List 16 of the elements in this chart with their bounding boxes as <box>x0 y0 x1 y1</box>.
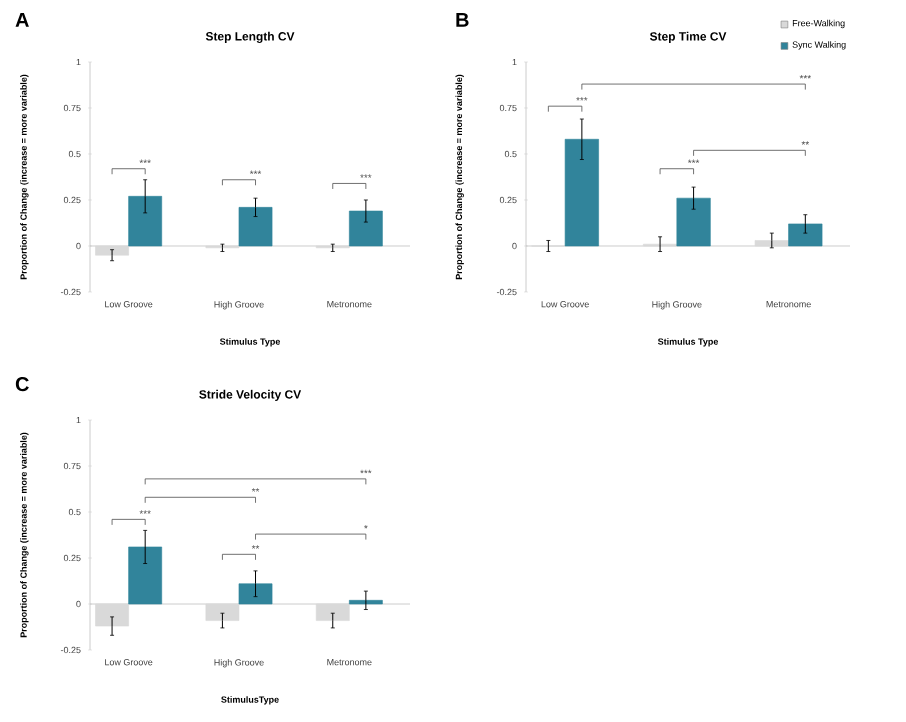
text: C <box>15 377 29 392</box>
bar <box>564 138 599 247</box>
bar <box>238 207 273 247</box>
bar <box>95 245 129 256</box>
bar <box>788 223 823 247</box>
bar <box>95 603 129 627</box>
bar <box>754 240 789 247</box>
bar <box>315 603 350 621</box>
text: B <box>456 13 469 27</box>
bar <box>128 196 163 247</box>
bar <box>676 197 711 247</box>
text: A <box>15 13 29 27</box>
bar <box>349 210 383 247</box>
bar <box>128 546 163 605</box>
bar <box>238 583 273 605</box>
bar <box>205 603 240 621</box>
